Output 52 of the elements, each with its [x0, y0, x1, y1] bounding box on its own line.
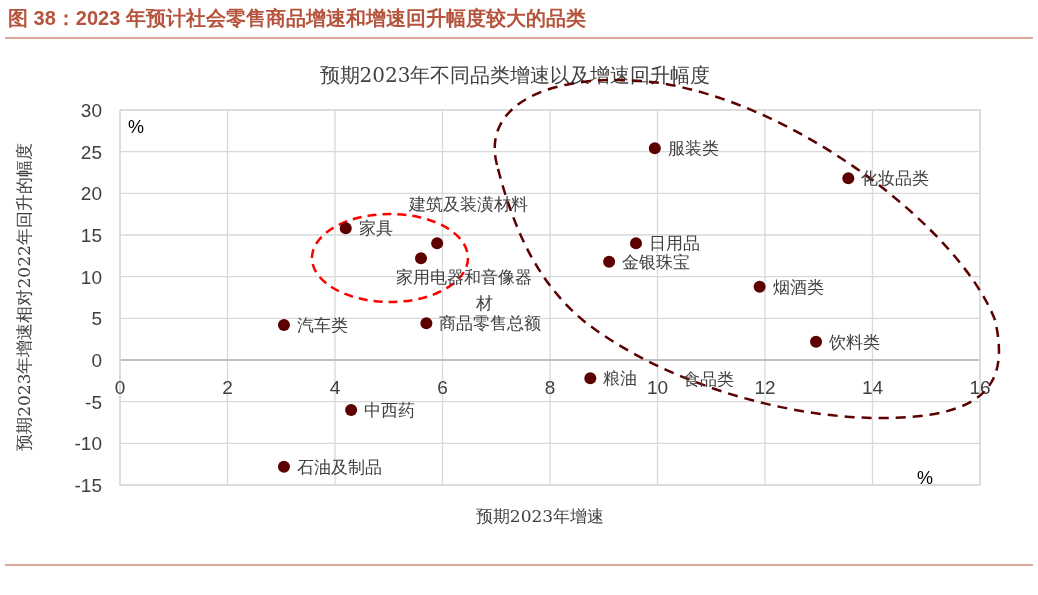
- series-label: 家用电器和音像器材: [396, 267, 532, 314]
- y-tick-label: 20: [80, 183, 102, 205]
- series-label: 粮油: [603, 368, 638, 389]
- series-label: 中西药: [364, 400, 416, 420]
- x-tick-label: 6: [437, 377, 448, 398]
- point: [753, 280, 766, 293]
- series-label: 商品零售总额: [439, 313, 542, 334]
- point: [810, 335, 823, 348]
- y-tick-label: 5: [91, 308, 102, 330]
- series-label: 服装类: [667, 138, 719, 159]
- y-axis-title: 预期2023年增速相对2022年回升的幅度: [14, 143, 34, 451]
- point: [842, 172, 855, 185]
- annotation: %: [917, 468, 934, 488]
- x-tick-label: 10: [646, 377, 669, 398]
- point: [339, 222, 352, 235]
- point: [630, 237, 642, 250]
- series-label: 饮料类: [828, 331, 881, 352]
- x-tick-label: 8: [544, 377, 556, 398]
- series-label: 汽车类: [296, 315, 348, 335]
- annotation: %: [128, 117, 145, 137]
- point: [277, 319, 290, 331]
- x-axis-title: 预期2023年增速: [475, 506, 605, 526]
- point: [420, 317, 433, 330]
- y-tick-label: 30: [80, 100, 102, 121]
- y-tick-label: 10: [80, 266, 102, 288]
- point: [345, 404, 358, 416]
- y-tick-label: 0: [91, 350, 102, 371]
- x-tick-label: 14: [861, 377, 884, 398]
- y-tick-label: -10: [74, 433, 102, 455]
- x-tick-label: 12: [754, 377, 776, 398]
- series-label: 金银珠宝: [622, 251, 691, 272]
- series-label: 烟酒类: [772, 276, 824, 297]
- x-tick-label: 16: [969, 377, 991, 398]
- y-tick-label: -5: [85, 391, 102, 413]
- chart-title: 图 38：2023 年预计社会零售商品增速和增速回升幅度较大的品类: [8, 7, 586, 29]
- point: [603, 255, 616, 268]
- text: 建筑及装潢材料: [408, 194, 529, 215]
- point: [431, 237, 444, 250]
- point: [277, 460, 290, 473]
- point: [415, 252, 427, 265]
- x-tick-label: 4: [329, 377, 341, 398]
- point: [648, 142, 661, 155]
- x-tick-label: 0: [114, 377, 126, 398]
- series-label: 石油及制品: [296, 456, 382, 477]
- series-label: 日用品: [649, 233, 700, 254]
- series-label: 化妆品类: [861, 168, 930, 189]
- y-tick-label: 15: [80, 225, 102, 246]
- x-tick-label: 2: [222, 377, 233, 398]
- y-tick-label: 25: [80, 141, 102, 163]
- y-tick-label: -15: [74, 475, 102, 496]
- point: [584, 372, 597, 385]
- series-label: 家具: [358, 218, 393, 239]
